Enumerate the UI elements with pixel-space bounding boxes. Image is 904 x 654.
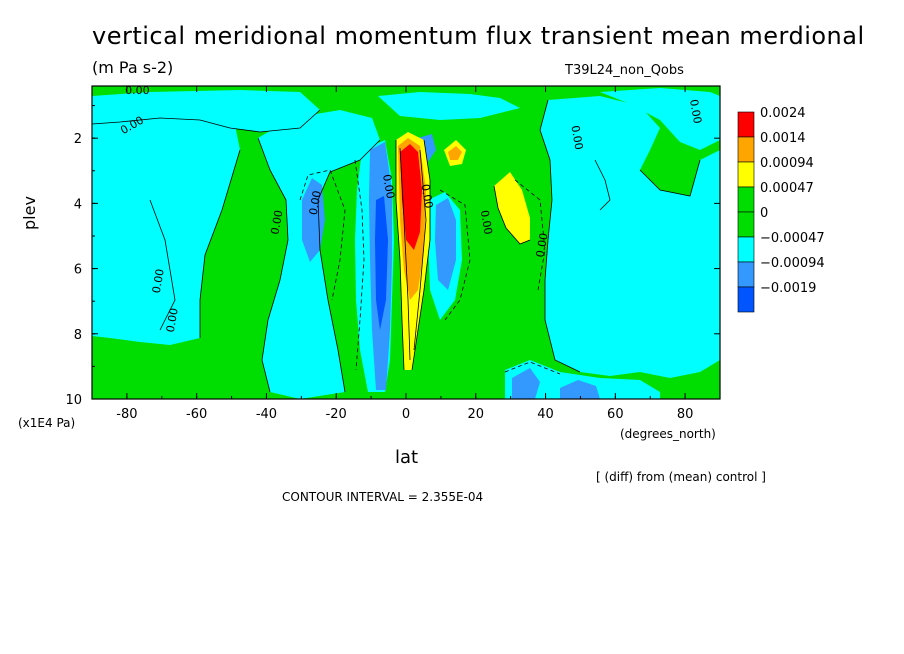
- legend-label: −0.00094: [760, 256, 825, 271]
- x-tick-label: -60: [186, 407, 207, 422]
- chart-title: vertical meridional momentum flux transi…: [92, 22, 865, 50]
- field-neg-northern: [540, 96, 720, 378]
- contour-label: 0.00: [478, 209, 495, 235]
- y-tick-label: 10: [65, 393, 82, 408]
- field-neg3-eq: [375, 196, 388, 330]
- contour-solid: [413, 149, 427, 351]
- contour-label: 0.00: [568, 124, 585, 150]
- contour-dashed: [354, 159, 365, 371]
- contour-solid: [539, 99, 581, 373]
- x-unit-label: (degrees_north): [620, 427, 716, 441]
- field-neg-bottom-north: [505, 360, 660, 399]
- contour-lines: [92, 99, 701, 393]
- contour-label: 0.00: [380, 173, 397, 199]
- y-tick-label: 6: [74, 263, 82, 278]
- x-tick-label: 0: [402, 407, 410, 422]
- units-label: (m Pa s-2): [92, 58, 174, 77]
- x-tick-label: 20: [468, 407, 485, 422]
- x-ticks: -80 -60 -40 -20 0 20 40 60 80: [91, 86, 721, 422]
- y-tick-label: 2: [74, 132, 82, 147]
- contour-label: 0.00: [307, 190, 324, 216]
- contour-label: 0.00: [418, 183, 435, 209]
- x-tick-label: -40: [256, 407, 277, 422]
- run-label: T39L24_non_Qobs: [565, 63, 684, 78]
- contour-solid: [395, 140, 405, 371]
- x-tick-label: -80: [116, 407, 137, 422]
- x-tick-label: -20: [326, 407, 347, 422]
- legend-swatch: [737, 236, 755, 263]
- field-neg2-bottom-40n: [512, 368, 540, 399]
- legend: 0.0024 0.0014 0.00094 0.00047 0 −0.00047 −0.00…: [737, 106, 825, 313]
- field-neg-southern: [92, 96, 240, 345]
- legend-swatch: [737, 136, 755, 163]
- field-neg-midlat-south: [258, 110, 380, 399]
- contour-label: 0.00: [150, 268, 167, 294]
- contour-solid: [149, 199, 176, 331]
- legend-label: −0.0019: [760, 281, 816, 296]
- contour-dashed: [514, 179, 546, 291]
- contour-solid: [199, 149, 241, 338]
- diff-note: [ (diff) from (mean) control ]: [596, 470, 766, 484]
- y-tick-label: 8: [74, 328, 82, 343]
- contour-dashed: [299, 169, 346, 301]
- legend-swatch: [737, 111, 755, 138]
- contour-solid: [92, 109, 321, 133]
- contour-solid: [639, 159, 701, 197]
- legend-label: 0.0024: [760, 106, 806, 121]
- contour-solid: [493, 185, 531, 245]
- contour-label: 0.00: [268, 209, 285, 235]
- field-neg2-bottom-45n: [560, 380, 600, 399]
- contour-label: 0.00: [125, 84, 150, 97]
- field-neg-top-mid: [378, 92, 520, 120]
- contour-field: [92, 86, 720, 399]
- legend-label: −0.00047: [760, 231, 825, 246]
- y-tick-label: 4: [74, 197, 82, 212]
- field-pos3-eq: [400, 144, 422, 250]
- contour-interval: CONTOUR INTERVAL = 2.355E-04: [282, 490, 484, 504]
- contour-dashed: [439, 189, 471, 321]
- contour-label: 0.00: [534, 232, 551, 258]
- field-neg-top-right: [600, 88, 720, 150]
- y-unit-label: (x1E4 Pa): [18, 416, 76, 430]
- contour-solid: [399, 147, 411, 361]
- field-neg-top-left: [92, 90, 320, 132]
- field-neg2-eq-north: [435, 198, 456, 290]
- x-tick-label: 60: [607, 407, 624, 422]
- legend-swatch: [737, 261, 755, 288]
- legend-swatch: [737, 161, 755, 188]
- contour-label: 0.00: [164, 307, 181, 333]
- contour-dashed: [504, 361, 561, 375]
- legend-swatch: [737, 211, 755, 238]
- legend-label: 0: [760, 206, 768, 221]
- legend-label: 0.0014: [760, 131, 806, 146]
- x-tick-label: 80: [677, 407, 694, 422]
- contour-solid: [411, 139, 431, 371]
- contour-solid: [257, 137, 289, 393]
- y-ticks: 2 4 6 8 10: [65, 105, 720, 408]
- legend-swatch: [737, 286, 755, 313]
- contour-label: 0.00: [687, 98, 704, 124]
- field-pos1-30n: [494, 172, 530, 244]
- legend-label: 0.00094: [760, 156, 814, 171]
- x-tick-label: 40: [537, 407, 554, 422]
- field-pos2-10n: [448, 146, 462, 160]
- contour-solid: [594, 159, 611, 211]
- x-axis-label: lat: [395, 447, 419, 468]
- legend-label: 0.00047: [760, 181, 814, 196]
- contour-labels: 0.00 0.00 0.00 0.00 0.00 0.00 0.00 0.00 0.00 0.00…: [118, 84, 704, 333]
- legend-swatch: [737, 186, 755, 213]
